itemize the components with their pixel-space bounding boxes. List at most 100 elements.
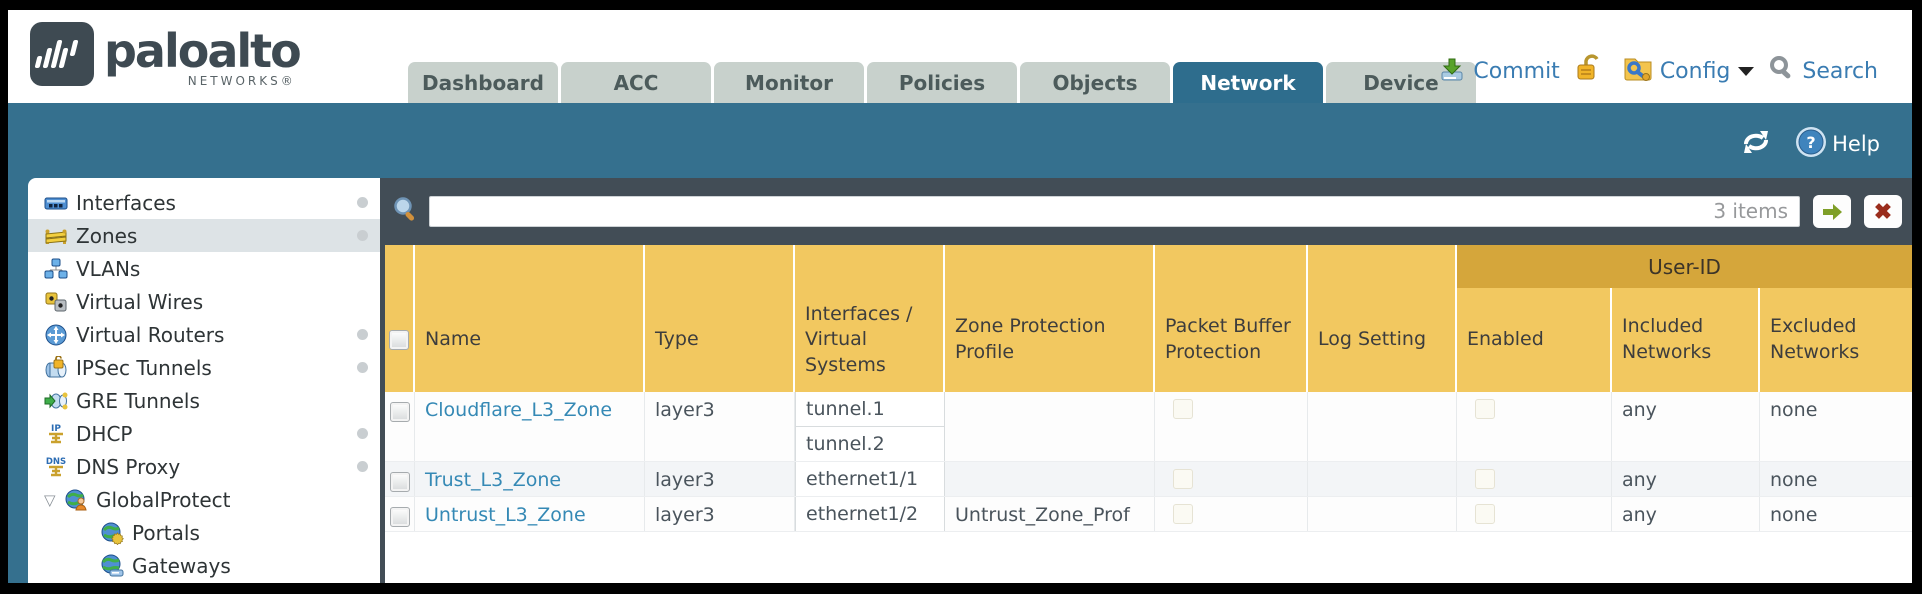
item-dot (357, 197, 368, 208)
log-setting (1308, 497, 1457, 531)
tab-network[interactable]: Network (1173, 62, 1323, 103)
dns-proxy-icon: DNS (44, 455, 68, 479)
commit-button[interactable]: Commit (1437, 53, 1560, 89)
gre-tunnels-icon (44, 389, 68, 413)
included-networks: any (1612, 497, 1760, 531)
zone-type: layer3 (645, 497, 795, 531)
tab-device[interactable]: Device (1326, 62, 1476, 103)
sidebar-item-virtual-routers[interactable]: Virtual Routers (28, 318, 380, 351)
svg-text:DNS: DNS (46, 457, 66, 467)
gateways-icon (100, 554, 124, 578)
top-bar: paloalto NETWORKS® Dashboard ACC Monitor… (8, 10, 1912, 103)
row-checkbox[interactable] (389, 472, 410, 492)
col-header-enabled[interactable]: Enabled (1457, 288, 1612, 392)
col-header-zone-protection-profile[interactable]: Zone Protection Profile (945, 288, 1155, 392)
packet-buffer-checkbox[interactable] (1173, 469, 1193, 489)
filter-search-icon (391, 195, 421, 229)
expand-triangle-icon[interactable]: ▽ (44, 490, 56, 509)
tab-objects[interactable]: Objects (1020, 62, 1170, 103)
zone-protection-profile: Untrust_Zone_Prof (945, 497, 1155, 531)
select-all-checkbox[interactable] (389, 330, 409, 350)
zone-name-link[interactable]: Trust_L3_Zone (425, 469, 562, 491)
config-menu-button[interactable]: Config (1622, 53, 1755, 89)
col-header-excluded-networks[interactable]: Excluded Networks (1760, 288, 1912, 392)
network-sidebar: Interfaces Zones VLANs Virtua (28, 178, 380, 583)
item-dot (357, 362, 368, 373)
tab-dashboard[interactable]: Dashboard (408, 62, 558, 103)
zone-interface: ethernet1/1 (806, 468, 919, 490)
zone-type: layer3 (645, 392, 795, 461)
item-dot (357, 428, 368, 439)
portals-icon (100, 521, 124, 545)
virtual-routers-icon (44, 323, 68, 347)
col-header-included-networks[interactable]: Included Networks (1612, 288, 1760, 392)
virtual-wires-icon (44, 290, 68, 314)
clear-filter-button[interactable]: ✖ (1864, 195, 1902, 228)
sidebar-item-globalprotect[interactable]: ▽ GlobalProtect (44, 487, 231, 512)
help-label[interactable]: Help (1832, 132, 1880, 156)
item-dot (357, 230, 368, 241)
sidebar-item-zones[interactable]: Zones (28, 219, 380, 252)
config-icon (1622, 53, 1660, 89)
sidebar-item-gateways[interactable]: Gateways (28, 549, 380, 582)
zone-interface: tunnel.1 (796, 392, 944, 427)
main-pane: 3 items ✖ User-ID (380, 178, 1912, 583)
excluded-networks: none (1770, 469, 1818, 491)
item-dot (357, 329, 368, 340)
tab-policies[interactable]: Policies (867, 62, 1017, 103)
sidebar-item-virtual-wires[interactable]: Virtual Wires (28, 285, 380, 318)
table-row: Cloudflare_L3_Zone layer3 tunnel.1 tunne… (385, 392, 1912, 462)
tab-acc[interactable]: ACC (561, 62, 711, 103)
zone-name-link[interactable]: Cloudflare_L3_Zone (425, 399, 613, 421)
table-row: Trust_L3_Zone layer3 ethernet1/1 any non… (385, 462, 1912, 497)
packet-buffer-checkbox[interactable] (1173, 399, 1193, 419)
help-icon[interactable]: ? (1794, 125, 1828, 163)
tab-monitor[interactable]: Monitor (714, 62, 864, 103)
svg-text:IP: IP (51, 424, 61, 434)
user-id-enabled-checkbox[interactable] (1475, 399, 1495, 419)
col-header-type[interactable]: Type (645, 288, 795, 392)
global-search-button[interactable]: Search (1768, 54, 1878, 88)
zone-name-link[interactable]: Untrust_L3_Zone (425, 504, 586, 526)
item-count: 3 items (1713, 199, 1788, 223)
packet-buffer-checkbox[interactable] (1173, 504, 1193, 524)
sub-header-band: ? Help (8, 103, 1912, 178)
globalprotect-icon (64, 488, 88, 512)
config-caret-icon (1738, 66, 1755, 76)
col-header-interfaces[interactable]: Interfaces / Virtual Systems (795, 288, 945, 392)
log-setting (1308, 462, 1457, 496)
sidebar-item-dns-proxy[interactable]: DNS DNS Proxy (28, 450, 380, 483)
row-checkbox[interactable] (389, 402, 410, 422)
interfaces-icon (44, 191, 68, 215)
paloalto-logo-icon (30, 22, 94, 86)
sidebar-item-gre-tunnels[interactable]: GRE Tunnels (28, 384, 380, 417)
filter-input[interactable] (429, 196, 1800, 227)
user-id-enabled-checkbox[interactable] (1475, 469, 1495, 489)
sidebar-item-interfaces[interactable]: Interfaces (28, 186, 380, 219)
apply-filter-button[interactable] (1813, 195, 1851, 228)
col-header-name[interactable]: Name (415, 288, 645, 392)
content-area: Interfaces Zones VLANs Virtua (8, 178, 1912, 583)
included-networks: any (1612, 392, 1760, 461)
lock-button[interactable] (1574, 53, 1608, 89)
brand-name: paloalto (104, 24, 302, 78)
group-header-user-id: User-ID (1457, 245, 1912, 288)
utility-links: Commit (1437, 53, 1878, 89)
commit-icon (1437, 53, 1473, 89)
zones-table: User-ID Name Type Interfaces / Virtual S… (385, 245, 1912, 583)
sidebar-item-dhcp[interactable]: IP DHCP (28, 417, 380, 450)
log-setting (1308, 392, 1457, 461)
item-dot (357, 461, 368, 472)
col-header-packet-buffer-protection[interactable]: Packet Buffer Protection (1155, 288, 1308, 392)
zones-icon (44, 224, 68, 248)
user-id-enabled-checkbox[interactable] (1475, 504, 1495, 524)
excluded-networks: none (1770, 399, 1818, 421)
refresh-button[interactable] (1740, 127, 1772, 161)
row-checkbox[interactable] (389, 507, 410, 527)
ipsec-tunnels-icon (44, 355, 68, 380)
dhcp-icon: IP (44, 422, 68, 446)
sidebar-item-ipsec-tunnels[interactable]: IPSec Tunnels (28, 351, 380, 384)
col-header-log-setting[interactable]: Log Setting (1308, 288, 1457, 392)
sidebar-item-vlans[interactable]: VLANs (28, 252, 380, 285)
sidebar-item-portals[interactable]: Portals (28, 516, 380, 549)
